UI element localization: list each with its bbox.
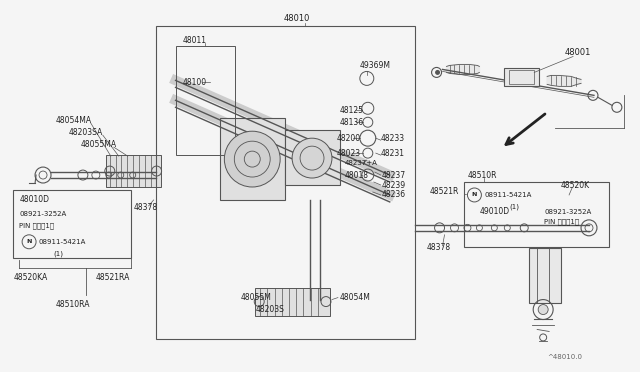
Text: 48231: 48231 [381, 149, 404, 158]
Bar [13, 190, 131, 258]
Text: 48125: 48125 [340, 106, 364, 115]
Text: 48023: 48023 [337, 149, 361, 158]
Text: 48239: 48239 [382, 180, 406, 189]
Text: 48236: 48236 [382, 190, 406, 199]
Circle shape [435, 70, 440, 75]
Text: 48055M: 48055M [240, 293, 271, 302]
Polygon shape [220, 118, 285, 200]
Text: 08911-5421A: 08911-5421A [38, 239, 85, 245]
Polygon shape [547, 76, 581, 86]
Text: 48010D: 48010D [19, 195, 49, 205]
Text: 48378: 48378 [134, 203, 158, 212]
Bar [175, 45, 236, 155]
Text: 48054MA: 48054MA [56, 116, 92, 125]
Text: 48233: 48233 [381, 134, 405, 143]
Text: 48520KA: 48520KA [13, 273, 47, 282]
Circle shape [538, 305, 548, 314]
Text: 48203SA: 48203SA [69, 128, 103, 137]
Text: 48521R: 48521R [429, 187, 459, 196]
Text: N: N [26, 239, 32, 244]
Text: 48378: 48378 [427, 243, 451, 252]
Polygon shape [285, 130, 340, 185]
Bar [529, 248, 561, 302]
Bar [504, 68, 539, 86]
Text: 48010: 48010 [283, 14, 310, 23]
Text: ^48010.0: ^48010.0 [547, 355, 582, 360]
Text: 48136: 48136 [340, 118, 364, 127]
Polygon shape [106, 155, 161, 187]
Text: 48237+A: 48237+A [345, 160, 378, 166]
Text: (1): (1) [509, 204, 519, 210]
Text: 49010D: 49010D [479, 208, 509, 217]
Text: PIN ピン（1）: PIN ピン（1） [544, 219, 579, 225]
Circle shape [292, 138, 332, 178]
Text: 48055MA: 48055MA [81, 140, 117, 149]
Text: 48510R: 48510R [467, 170, 497, 180]
Polygon shape [447, 64, 479, 74]
Text: 08911-5421A: 08911-5421A [484, 192, 532, 198]
Bar [465, 182, 609, 247]
Bar [509, 70, 534, 84]
Text: 48054M: 48054M [340, 293, 371, 302]
Text: 48200: 48200 [337, 134, 361, 143]
Text: 08921-3252A: 08921-3252A [19, 211, 67, 217]
Text: PIN ピン（1）: PIN ピン（1） [19, 222, 54, 229]
Text: 48011: 48011 [182, 36, 207, 45]
Text: 48520K: 48520K [561, 180, 590, 189]
Text: 48203S: 48203S [255, 305, 284, 314]
Text: 48018: 48018 [345, 170, 369, 180]
Text: 48237: 48237 [382, 170, 406, 180]
Text: 48521RA: 48521RA [96, 273, 130, 282]
Text: 48001: 48001 [565, 48, 591, 57]
Text: 48510RA: 48510RA [56, 300, 90, 309]
Text: N: N [472, 192, 477, 198]
Text: 08921-3252A: 08921-3252A [544, 209, 591, 215]
Text: 48100: 48100 [182, 78, 207, 87]
Text: 49369M: 49369M [360, 61, 391, 70]
Circle shape [225, 131, 280, 187]
Polygon shape [255, 288, 330, 315]
Text: (1): (1) [53, 250, 63, 257]
Bar [156, 26, 415, 339]
